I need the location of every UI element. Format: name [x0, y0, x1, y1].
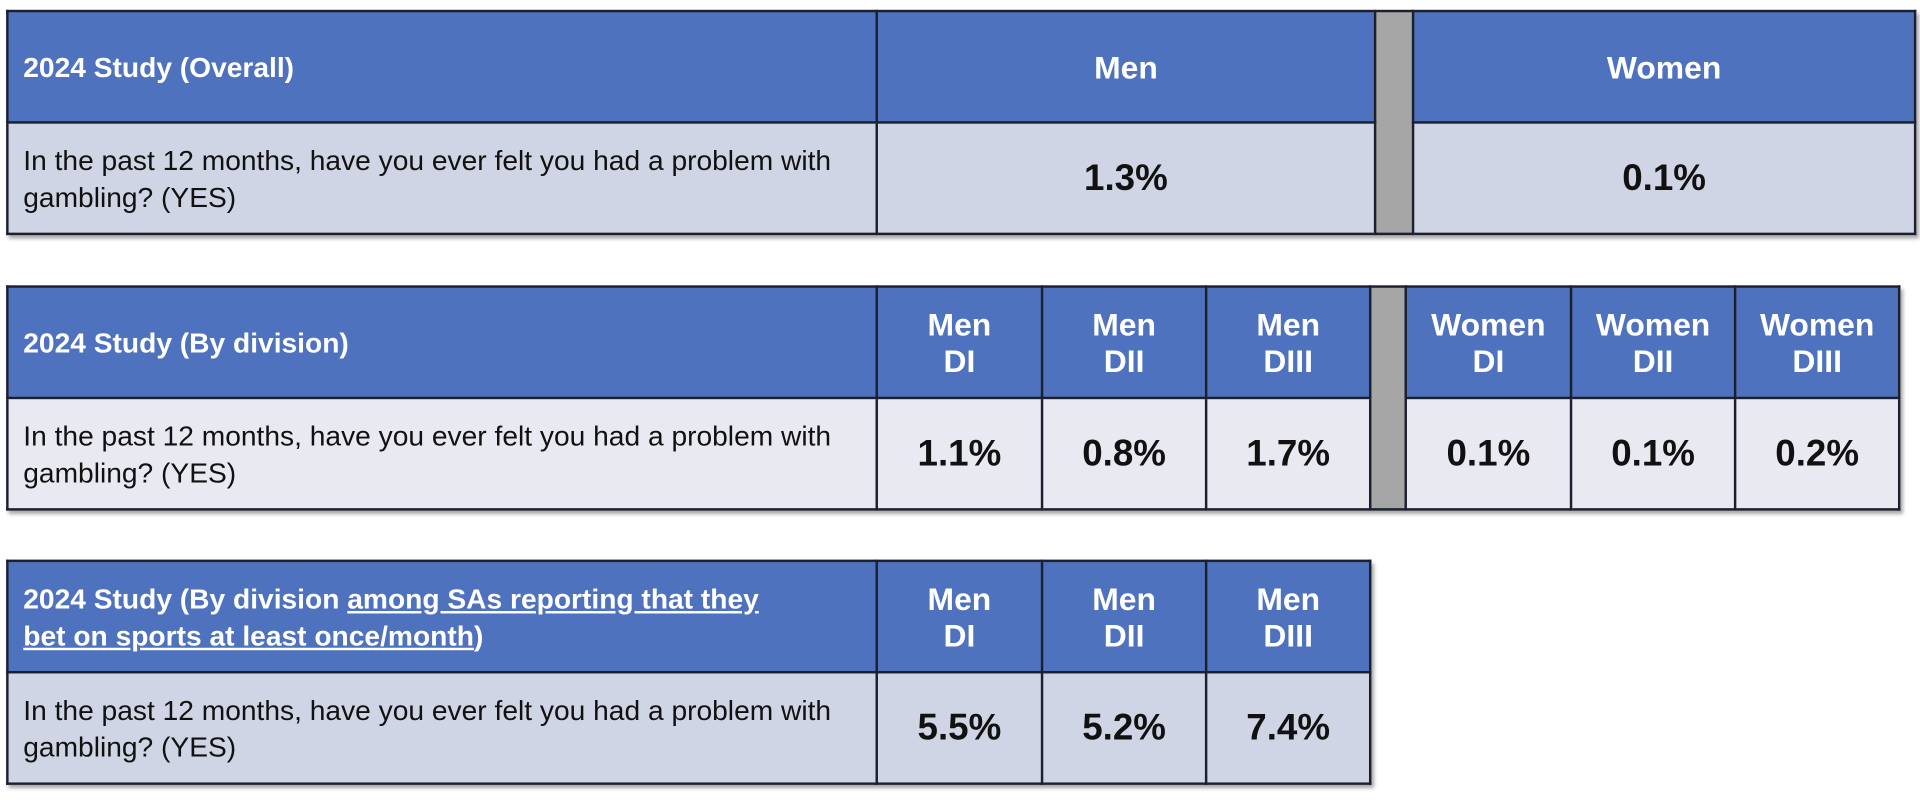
column-header-women-dii: Women DII: [1569, 285, 1737, 400]
header-line: DII: [1632, 342, 1674, 379]
header-line: DIII: [1792, 342, 1842, 379]
header-line: Men: [1092, 305, 1156, 343]
column-header-men: Men: [875, 9, 1377, 124]
column-header-women: Women: [1411, 9, 1917, 124]
division-table: 2024 Study (By division) Men DI Men DII Me…: [6, 285, 1901, 511]
header-line: DII: [1103, 342, 1145, 379]
table-row: In the past 12 months, have you ever fel…: [6, 121, 1917, 236]
value-men-diii: 7.4%: [1204, 671, 1372, 785]
value-men: 1.3%: [875, 121, 1377, 236]
header-line: DI: [1472, 342, 1505, 379]
value-women-diii: 0.2%: [1733, 396, 1901, 511]
row-label: In the past 12 months, have you ever fel…: [6, 671, 878, 785]
overall-table: 2024 Study (Overall) Men Women In the pa…: [6, 9, 1917, 236]
title-text: ): [473, 618, 484, 651]
separator: [1368, 285, 1407, 511]
header-line: Women: [1431, 305, 1546, 343]
separator: [1373, 9, 1415, 236]
header-row: 2024 Study (By division among SAs report…: [6, 559, 1372, 674]
header-row: 2024 Study (Overall) Men Women: [6, 9, 1917, 236]
header-line: Men: [927, 579, 992, 617]
row-label: In the past 12 months, have you ever fel…: [6, 121, 878, 236]
header-line: Men: [927, 305, 992, 343]
header-line: DII: [1103, 616, 1145, 654]
table-title: 2024 Study (By division among SAs report…: [6, 559, 878, 674]
column-header-men-diii: Men DIII: [1204, 559, 1372, 674]
title-underlined-text: among SAs reporting that they bet on spo…: [23, 582, 759, 651]
value-men-diii: 1.7%: [1204, 396, 1372, 511]
column-header-women-diii: Women DIII: [1733, 285, 1901, 400]
value-men-di: 5.5%: [875, 671, 1044, 785]
value-men-dii: 5.2%: [1040, 671, 1208, 785]
row-label: In the past 12 months, have you ever fel…: [6, 396, 878, 511]
value-women: 0.1%: [1411, 121, 1917, 236]
header-line: Men: [1092, 579, 1156, 617]
value-women-di: 0.1%: [1404, 396, 1573, 511]
header-line: Men: [1256, 305, 1321, 343]
table-title: 2024 Study (Overall): [6, 9, 878, 124]
value-men-di: 1.1%: [875, 396, 1044, 511]
column-header-men-diii: Men DIII: [1204, 285, 1372, 400]
value-men-dii: 0.8%: [1040, 396, 1208, 511]
header-line: Men: [1256, 579, 1321, 617]
value-women-dii: 0.1%: [1569, 396, 1737, 511]
column-header-men-dii: Men DII: [1040, 559, 1208, 674]
column-header-men-di: Men DI: [875, 559, 1044, 674]
header-line: DIII: [1263, 342, 1313, 379]
header-line: DI: [943, 616, 976, 654]
header-line: Women: [1595, 305, 1711, 343]
title-text: 2024 Study (By division: [23, 582, 348, 615]
table-row: In the past 12 months, have you ever fel…: [6, 671, 1372, 785]
column-header-men-dii: Men DII: [1040, 285, 1208, 400]
column-header-women-di: Women DI: [1404, 285, 1573, 400]
header-line: Women: [1759, 305, 1875, 343]
header-line: DI: [943, 342, 976, 379]
header-line: DIII: [1263, 616, 1313, 654]
header-row: 2024 Study (By division) Men DI Men DII Me…: [6, 285, 1901, 511]
column-header-men-di: Men DI: [875, 285, 1044, 400]
table-title: 2024 Study (By division): [6, 285, 878, 400]
table-row: In the past 12 months, have you ever fel…: [6, 396, 1901, 511]
bettors-division-table: 2024 Study (By division among SAs report…: [6, 559, 1372, 785]
